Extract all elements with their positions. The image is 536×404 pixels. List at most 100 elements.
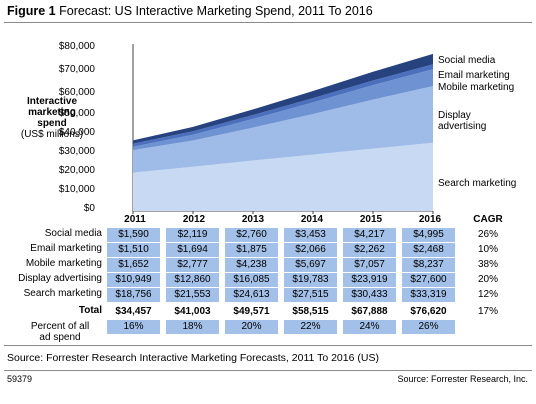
figure-title: Figure 1 Forecast: US Interactive Market… — [7, 4, 373, 18]
row-label: Social media — [44, 228, 102, 239]
area-search — [133, 142, 433, 211]
series-label-mobile: Mobile marketing — [438, 82, 515, 93]
y-axis-title-line2: marketing — [28, 107, 76, 118]
percent-label-line1: Percent of all — [30, 321, 90, 332]
percent-of-ad-spend-label: Percent of all ad spend — [20, 321, 100, 343]
table-cell: $21,553 — [166, 288, 219, 302]
series-label-display-line2: advertising — [438, 121, 487, 132]
percent-cell: 16% — [107, 320, 160, 334]
table-cell: $30,433 — [343, 288, 396, 302]
table-cell: $1,510 — [107, 243, 160, 257]
series-label-search: Search marketing — [438, 178, 517, 189]
table-cell: $7,057 — [343, 258, 396, 272]
total-cell: $58,515 — [292, 306, 329, 317]
cagr-cell: 12% — [477, 289, 498, 300]
credit-note: Source: Forrester Research, Inc. — [397, 374, 528, 384]
row-label: Email marketing — [30, 243, 102, 254]
y-tick-label: $0 — [83, 203, 95, 214]
table-cell: $19,783 — [284, 273, 337, 287]
area-mobile — [133, 69, 433, 151]
total-cell: $49,571 — [233, 306, 270, 317]
table-cell: $27,600 — [402, 273, 455, 287]
table-cell: $24,613 — [225, 288, 278, 302]
table-cell: $2,468 — [402, 243, 455, 257]
table-cell: $12,860 — [166, 273, 219, 287]
row-label: Display advertising — [18, 273, 102, 284]
y-tick-label: $50,000 — [58, 108, 95, 119]
percent-cell: 26% — [402, 320, 455, 334]
row-label: Search marketing — [23, 288, 102, 299]
figure-id: 59379 — [7, 374, 33, 384]
table-cell: $4,995 — [402, 228, 455, 242]
y-axis-title-line1: Interactive — [26, 96, 78, 107]
y-tick-label: $40,000 — [58, 127, 95, 138]
total-cell: $76,620 — [410, 306, 447, 317]
total-cagr-cell: 17% — [477, 306, 498, 317]
table-cell: $4,238 — [225, 258, 278, 272]
series-label-display: Display advertising — [438, 110, 486, 132]
cagr-header: CAGR — [473, 214, 503, 225]
series-label-social: Social media — [438, 55, 496, 66]
y-tick-label: $10,000 — [58, 184, 95, 195]
y-tick-label: $80,000 — [58, 41, 95, 52]
table-cell: $5,697 — [284, 258, 337, 272]
table-cell: $2,066 — [284, 243, 337, 257]
y-axis-title-line3: spend — [37, 118, 67, 129]
y-tick-label: $20,000 — [58, 165, 95, 176]
table-cell: $1,694 — [166, 243, 219, 257]
area-display — [133, 86, 433, 173]
year-header: 2016 — [418, 214, 442, 225]
cagr-cell: 26% — [477, 229, 498, 240]
table-cell: $3,453 — [284, 228, 337, 242]
y-axis-title-line4: (US$ millions) — [20, 129, 84, 140]
table-cell: $2,760 — [225, 228, 278, 242]
series-label-email: Email marketing — [438, 70, 510, 81]
table-cell: $1,652 — [107, 258, 160, 272]
percent-label-line2: ad spend — [39, 332, 81, 343]
table-cell: $8,237 — [402, 258, 455, 272]
table-cell: $16,085 — [225, 273, 278, 287]
table-cell: $23,919 — [343, 273, 396, 287]
table-cell: $18,756 — [107, 288, 160, 302]
table-cell: $1,590 — [107, 228, 160, 242]
total-cell: $67,888 — [351, 306, 388, 317]
y-axis-title: Interactive marketing spend (US$ million… — [6, 96, 98, 140]
table-cell: $2,777 — [166, 258, 219, 272]
percent-cell: 20% — [225, 320, 278, 334]
total-label: Total — [78, 305, 102, 316]
year-header: 2013 — [241, 214, 265, 225]
area-social — [133, 53, 433, 144]
table-cell: $2,262 — [343, 243, 396, 257]
year-header: 2011 — [124, 214, 146, 225]
y-tick-label: $60,000 — [58, 87, 95, 98]
bottom-rule — [4, 345, 532, 346]
row-label: Mobile marketing — [25, 258, 102, 269]
table-cell: $1,875 — [225, 243, 278, 257]
source-note: Source: Forrester Research Interactive M… — [7, 352, 379, 364]
total-cell: $41,003 — [174, 306, 211, 317]
table-cell: $27,515 — [284, 288, 337, 302]
year-header: 2015 — [359, 214, 383, 225]
percent-cell: 22% — [284, 320, 337, 334]
figure-title-text: Forecast: US Interactive Marketing Spend… — [59, 4, 373, 18]
series-label-display-line1: Display — [438, 110, 471, 121]
total-cell: $34,457 — [115, 306, 152, 317]
percent-cell: 18% — [166, 320, 219, 334]
top-rule — [4, 22, 532, 23]
table-cell: $2,119 — [166, 228, 219, 242]
cagr-cell: 38% — [477, 259, 498, 270]
year-header: 2014 — [300, 214, 324, 225]
y-tick-label: $30,000 — [58, 146, 95, 157]
footer-rule — [4, 370, 532, 371]
area-email — [133, 64, 433, 147]
percent-cell: 24% — [343, 320, 396, 334]
cagr-cell: 10% — [477, 244, 498, 255]
figure-number: Figure 1 — [7, 4, 56, 18]
year-header: 2012 — [182, 214, 206, 225]
table-cell: $10,949 — [107, 273, 160, 287]
table-cell: $33,319 — [402, 288, 455, 302]
table-cell: $4,217 — [343, 228, 396, 242]
y-tick-label: $70,000 — [58, 64, 95, 75]
cagr-cell: 20% — [477, 274, 498, 285]
